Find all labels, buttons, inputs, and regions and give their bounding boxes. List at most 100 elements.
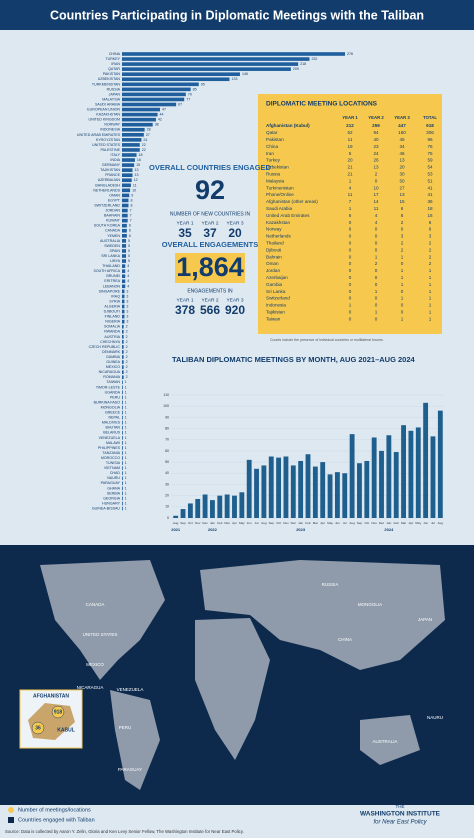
country-name: QATAR <box>108 67 120 71</box>
map-label: PERU <box>119 725 132 730</box>
table-cell: 2 <box>401 220 404 225</box>
table-cell: 36 <box>427 199 433 204</box>
table-cell: 1 <box>375 289 378 294</box>
country-name: ITALY <box>111 153 121 157</box>
x-tick-label: Feb <box>394 521 400 525</box>
country-name: MALDIVES <box>102 421 121 425</box>
north-america <box>40 560 165 680</box>
country-bar <box>122 294 125 299</box>
country-name: SRI LANKA <box>101 254 120 258</box>
country-value: 47 <box>162 108 166 112</box>
table-cell: 1 <box>401 296 404 301</box>
stat-subtitle: ENGAGEMENTS IN <box>187 288 233 294</box>
country-value: 133 <box>231 77 237 81</box>
table-cell: 34 <box>399 144 405 149</box>
stat-year-value: 35 <box>178 226 192 240</box>
table-cell: 14 <box>373 199 379 204</box>
country-bar <box>122 254 127 258</box>
map-label: VENEZUELA <box>117 687 144 692</box>
table-cell: 0 <box>349 268 352 273</box>
table-title: DIPLOMATIC MEETING LOCATIONS <box>266 101 378 108</box>
country-value: 1 <box>125 431 127 435</box>
country-name: KYRGYZSTAN <box>96 138 120 142</box>
table-row-label: Phone/Online <box>266 192 294 197</box>
stat-highlight <box>175 253 245 283</box>
table-row-label: Indonesia <box>266 303 286 308</box>
country-name: VIETNAM <box>104 466 120 470</box>
stat-title: OVERALL COUNTRIES ENGAGED <box>149 163 272 172</box>
y-tick-label: 40 <box>165 471 169 475</box>
y-tick-label: 10 <box>165 505 169 509</box>
country-bar <box>122 127 145 132</box>
country-value: 1 <box>125 426 127 430</box>
country-bar <box>122 87 191 92</box>
country-bar <box>122 335 124 339</box>
country-name: BURKINA FASO <box>94 400 121 404</box>
country-value: 1 <box>125 471 127 475</box>
country-value: 209 <box>293 67 299 71</box>
logo-top: THE <box>396 804 405 809</box>
table-cell: 17 <box>373 192 379 197</box>
africa <box>195 618 270 760</box>
table-cell: 0 <box>401 261 404 266</box>
country-bar <box>122 360 124 364</box>
country-bar <box>122 239 127 243</box>
bar <box>364 460 370 518</box>
country-bar <box>122 299 125 304</box>
stat-year-value: 37 <box>203 226 217 240</box>
table-cell: 2 <box>429 261 432 266</box>
country-bar <box>122 461 123 465</box>
country-bar <box>122 77 230 82</box>
country-name: FINLAND <box>105 315 121 319</box>
legend-swatch <box>8 817 14 823</box>
country-name: BHUTAN <box>105 426 120 430</box>
stat-year-value: 566 <box>200 303 220 317</box>
country-value: 3 <box>126 315 128 319</box>
bar <box>283 456 289 518</box>
table-cell: 15 <box>399 199 405 204</box>
inset-marker <box>31 721 45 735</box>
country-value: 1 <box>125 441 127 445</box>
country-value: 4 <box>127 274 129 278</box>
country-bar <box>122 173 133 177</box>
bar <box>195 498 201 518</box>
table-cell: 76 <box>427 144 433 149</box>
table-cell: 0 <box>349 316 352 321</box>
table-cell: 13 <box>399 158 405 163</box>
country-name: SOUTH KOREA <box>94 224 121 228</box>
country-value: 2 <box>126 325 128 329</box>
table-cell: 11 <box>348 137 353 142</box>
table-cell: 0 <box>375 282 378 287</box>
country-name: SWITZERLAND <box>94 203 120 207</box>
x-tick-label: Jul <box>255 521 259 525</box>
country-name: RWANDA <box>104 330 120 334</box>
country-name: GREECE <box>105 411 121 415</box>
country-bar <box>122 178 132 183</box>
table-cell: 52 <box>347 130 353 135</box>
inset-count: 918 <box>54 709 63 715</box>
country-value: 1 <box>125 390 127 394</box>
table-cell: 6 <box>401 213 404 218</box>
bar <box>386 435 392 518</box>
y-tick-label: 50 <box>165 460 169 464</box>
country-value: 1 <box>125 481 127 485</box>
table-cell: 0 <box>375 296 378 301</box>
country-value: 3 <box>126 289 128 293</box>
stat-year: YEAR 3 <box>226 220 243 226</box>
country-value: 6 <box>129 229 131 233</box>
x-tick-label: Mar <box>313 521 318 525</box>
country-bar <box>122 234 127 238</box>
country-value: 3 <box>126 299 128 303</box>
country-bar <box>122 269 126 273</box>
table-cell: 54 <box>427 165 433 170</box>
x-tick-label: Oct <box>364 521 369 525</box>
bar <box>320 462 326 518</box>
table-cell: 13 <box>373 165 379 170</box>
country-name: INDONESIA <box>100 128 120 132</box>
country-bar <box>122 324 124 329</box>
country-name: RUSSIA <box>107 87 121 91</box>
bar <box>423 402 429 518</box>
country-value: 2 <box>126 350 128 354</box>
country-value: 4 <box>127 279 129 283</box>
country-bar <box>122 188 131 193</box>
